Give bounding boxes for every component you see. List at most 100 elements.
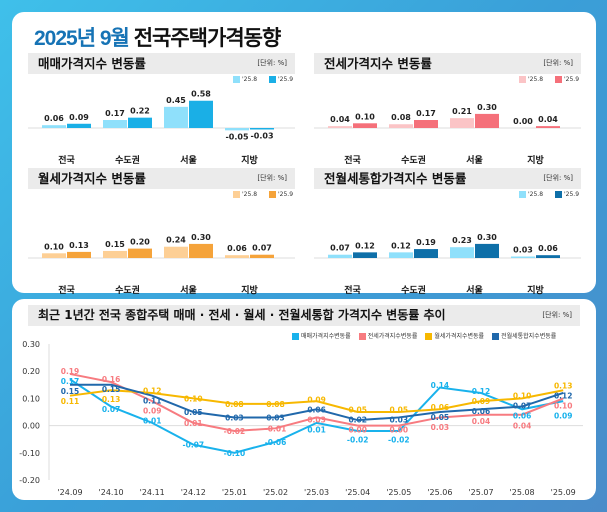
data-label: -0.10 (224, 449, 246, 458)
data-label: 0.30 (477, 103, 497, 112)
data-label: 0.00 (390, 425, 409, 434)
legend-item: '25.9 (555, 191, 579, 198)
data-label: 0.08 (266, 400, 285, 409)
data-label: 0.01 (184, 419, 203, 428)
legend-item: '25.8 (519, 191, 543, 198)
x-tick-label: '24.11 (140, 488, 165, 497)
legend-item: '25.8 (519, 76, 543, 83)
data-label: 0.14 (431, 381, 450, 390)
bar (353, 252, 377, 258)
legend-label: '25.9 (564, 76, 580, 83)
x-tick-label: '24.10 (99, 488, 124, 497)
bar (189, 100, 213, 128)
legend-swatch (233, 76, 240, 83)
data-label: 0.12 (554, 391, 573, 400)
data-label: 0.09 (69, 113, 89, 122)
data-label: 0.17 (61, 377, 80, 386)
data-label: 0.30 (191, 233, 211, 242)
data-label: 0.05 (348, 406, 367, 415)
panel-title: 전세가격지수 변동률 (324, 56, 432, 71)
data-label: 0.08 (225, 400, 244, 409)
category-label: 수도권 (401, 154, 426, 166)
data-label: 0.03 (390, 415, 409, 424)
chart-title-bar: 최근 1년간 전국 종합주택 매매 · 전세 · 월세 · 전월세통합 가격지수… (28, 305, 580, 326)
data-label: 0.12 (391, 241, 411, 250)
legend-swatch (233, 191, 240, 198)
data-label: 0.04 (513, 421, 532, 430)
data-label: 0.06 (431, 403, 450, 412)
data-label: 0.02 (348, 416, 367, 425)
data-label: 0.06 (307, 405, 326, 414)
x-tick-label: '25.03 (304, 488, 329, 497)
y-tick-label: -0.10 (19, 449, 40, 458)
category-label: 전국 (344, 154, 361, 166)
unit-label: [단위: %] (542, 311, 572, 319)
data-label: 0.15 (61, 387, 80, 396)
legend-item: 월세가격지수변동률 (425, 331, 484, 340)
panel-title: 전월세통합가격지수 변동률 (324, 171, 467, 186)
chart-title: 최근 1년간 전국 종합주택 매매 · 전세 · 월세 · 전월세통합 가격지수… (38, 308, 446, 322)
bar (328, 126, 352, 128)
bar (353, 123, 377, 128)
unit-label: [단위: %] (543, 59, 573, 67)
data-label: 0.03 (431, 423, 450, 432)
legend-swatch (555, 191, 563, 198)
data-label: 0.00 (348, 426, 367, 435)
x-tick-label: '25.04 (345, 488, 370, 497)
data-label: 0.07 (102, 405, 121, 414)
data-label: 0.13 (554, 381, 573, 390)
data-label: 0.05 (184, 408, 203, 417)
panel-header: 전세가격지수 변동률 [단위: %] (314, 53, 581, 74)
bar (67, 251, 91, 258)
data-label: 0.24 (166, 236, 186, 245)
data-label: 0.15 (105, 240, 125, 249)
bar (250, 254, 274, 258)
data-label: 0.10 (184, 394, 203, 403)
y-tick-label: 0.00 (22, 422, 40, 431)
bar (511, 256, 535, 258)
data-label: 0.05 (431, 413, 450, 422)
y-tick-label: 0.10 (22, 394, 40, 403)
data-label: 0.16 (102, 375, 121, 384)
y-tick-label: 0.20 (22, 367, 40, 376)
panel-title: 월세가격지수 변동률 (38, 171, 146, 186)
data-label: -0.01 (265, 424, 287, 433)
data-label: 0.08 (391, 113, 411, 122)
bar (103, 250, 127, 258)
bar (164, 246, 188, 258)
legend-swatch (292, 333, 299, 340)
category-label: 수도권 (115, 284, 140, 296)
data-label: 0.07 (330, 244, 350, 253)
category-label: 서울 (466, 284, 483, 296)
category-label: 지방 (527, 284, 544, 296)
legend-item: '25.9 (269, 191, 293, 198)
data-label: 0.12 (355, 241, 375, 250)
category-label: 서울 (180, 284, 197, 296)
bar (225, 128, 249, 131)
category-label: 전국 (344, 284, 361, 296)
bar (414, 120, 438, 128)
bar (128, 248, 152, 258)
legend-swatch (519, 191, 526, 198)
legend-label: '25.8 (528, 191, 544, 198)
legend-swatch (269, 191, 277, 198)
x-tick-label: '25.05 (386, 488, 411, 497)
y-tick-label: 0.30 (22, 340, 40, 349)
category-label: 전국 (58, 284, 75, 296)
bar (389, 124, 413, 128)
legend-item: '25.9 (269, 76, 293, 83)
legend-label: 전월세통합지수변동률 (501, 333, 557, 340)
legend: '25.8 '25.9 (519, 76, 579, 83)
x-tick-label: '25.01 (222, 488, 247, 497)
bar (328, 254, 352, 258)
data-label: 0.11 (61, 397, 80, 406)
x-tick-label: '24.12 (181, 488, 206, 497)
data-label: 0.23 (452, 236, 472, 245)
data-label: -0.03 (250, 132, 273, 141)
bar (450, 247, 474, 258)
legend: '25.8 '25.9 (233, 191, 293, 198)
bar (164, 106, 188, 128)
legend-swatch (425, 333, 433, 340)
data-label: 0.04 (538, 115, 558, 124)
data-label: 0.09 (143, 407, 162, 416)
